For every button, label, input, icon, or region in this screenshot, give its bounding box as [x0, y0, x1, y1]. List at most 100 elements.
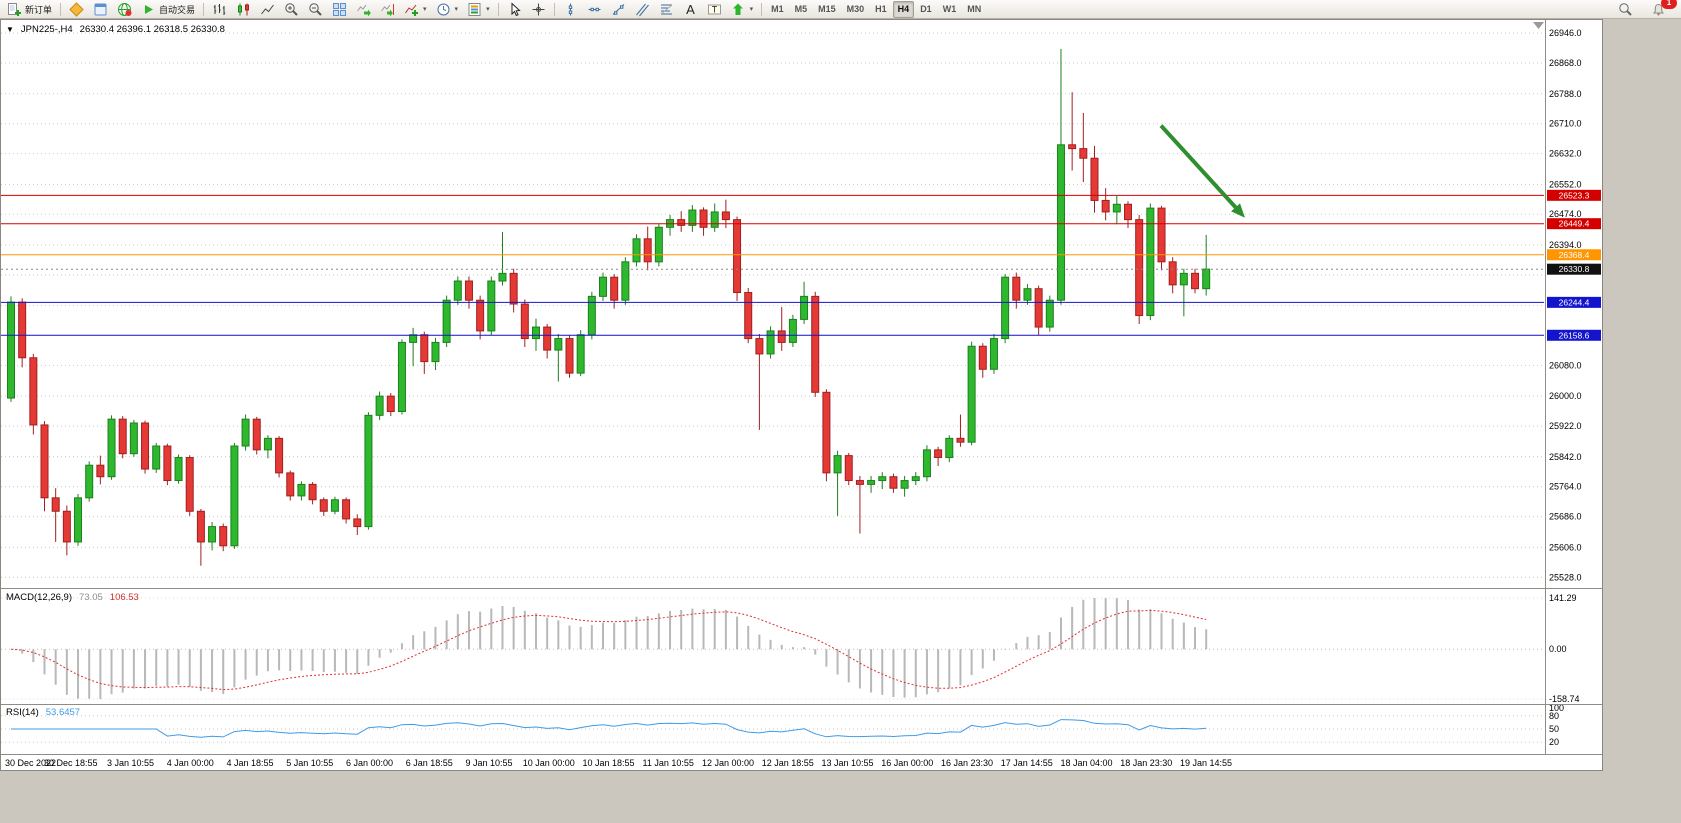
- candle-body: [453, 280, 462, 301]
- pane-separators[interactable]: [1, 20, 1602, 754]
- one-click-trading-toggle[interactable]: ▼: [6, 25, 14, 34]
- time-axis-label: 12 Jan 18:55: [762, 758, 814, 768]
- timeframe-mn[interactable]: MN: [967, 4, 982, 14]
- timeframe-h4[interactable]: H4: [892, 0, 915, 18]
- bell-icon: [1653, 3, 1664, 15]
- chart-window[interactable]: 26946.0 26868.0 26788.0 26710.0 26632.0 26552…: [0, 19, 1603, 771]
- toolbar-separator: [203, 2, 205, 16]
- candle-body: [476, 299, 485, 332]
- zoom-out-button[interactable]: [304, 0, 327, 19]
- time-axis-label: 18 Jan 04:00: [1060, 758, 1112, 768]
- candle-body: [755, 338, 764, 355]
- timeframe-w1[interactable]: W1: [942, 4, 957, 14]
- mdi-workspace: 26946.0 26868.0 26788.0 26710.0 26632.0 26552…: [0, 19, 1681, 823]
- text-button[interactable]: A: [679, 0, 702, 19]
- support-line-2-badge: [1547, 329, 1601, 341]
- news-button[interactable]: [113, 0, 136, 19]
- pivot-line-badge-label: 26368.4: [1559, 250, 1590, 260]
- bid-price-line-badge-label: 26330.8: [1559, 264, 1590, 274]
- macd-signal-line: [10, 609, 1207, 691]
- candle-body: [844, 455, 853, 482]
- price-axis[interactable]: 26946.0 26868.0 26788.0 26710.0 26632.0 26552…: [1549, 28, 1582, 747]
- price-axis-label: 26394.0: [1549, 240, 1582, 250]
- candle-body: [7, 301, 15, 399]
- candles-layer: [7, 48, 1211, 566]
- candle-body: [576, 334, 585, 374]
- vertical-line-button[interactable]: [559, 0, 582, 19]
- candle-body: [1012, 276, 1021, 301]
- candle-body: [788, 318, 797, 343]
- price-axis-label: 25842.0: [1549, 452, 1582, 462]
- trendline-button[interactable]: [607, 0, 630, 19]
- time-axis-label: 9 Jan 10:55: [465, 758, 512, 768]
- autotrading-play-icon: [145, 4, 154, 14]
- timeframe-m1[interactable]: M1: [771, 4, 784, 14]
- candle-body: [967, 345, 976, 443]
- candle-body: [710, 211, 719, 228]
- candle-body: [1179, 272, 1188, 286]
- notifications-button[interactable]: 1: [1647, 0, 1677, 19]
- cursor-button[interactable]: [503, 0, 526, 19]
- data-window-icon: [94, 3, 107, 15]
- bar-chart-button[interactable]: [208, 0, 231, 19]
- timeframe-d1[interactable]: D1: [920, 4, 932, 14]
- annotation-arrow[interactable]: [1159, 124, 1245, 218]
- zoom-in-button[interactable]: [280, 0, 303, 19]
- text-label-button[interactable]: T: [703, 0, 726, 19]
- auto-scroll-button[interactable]: [352, 0, 375, 19]
- svg-text:A: A: [686, 2, 695, 17]
- chart-canvas[interactable]: 26946.0 26868.0 26788.0 26710.0 26632.0 26552…: [1, 20, 1602, 770]
- channel-button[interactable]: [631, 0, 654, 19]
- candle-body: [397, 341, 406, 412]
- candle-body: [587, 295, 596, 336]
- timeframe-h1[interactable]: H1: [875, 4, 887, 14]
- templates-button[interactable]: ▾: [463, 0, 494, 19]
- chart-shift-marker[interactable]: [1533, 22, 1544, 29]
- candle-body: [386, 395, 395, 412]
- candle-body: [643, 238, 652, 263]
- candle-body: [699, 209, 708, 228]
- candle-body: [464, 280, 473, 301]
- candle-body: [565, 338, 574, 374]
- candle-body: [599, 276, 608, 297]
- toolbar-separator: [60, 2, 62, 16]
- fibonacci-button[interactable]: [655, 0, 678, 19]
- zoom-out-icon: [309, 2, 322, 16]
- arrows-button[interactable]: ▾: [727, 0, 758, 19]
- search-icon: [1619, 2, 1632, 16]
- chart-shift-button[interactable]: [376, 0, 399, 19]
- candle-body: [1101, 199, 1110, 213]
- new-order-button[interactable]: 新订单: [3, 0, 56, 19]
- timeframe-m30[interactable]: M30: [846, 4, 865, 14]
- hlines-layer[interactable]: 26523.3 26449.4 26368.4 26330.8 26244.4 26158…: [1, 189, 1601, 341]
- price-axis-label: 26552.0: [1549, 179, 1582, 189]
- autotrading-button[interactable]: 自动交易: [137, 0, 199, 19]
- metaquotes-button[interactable]: [65, 0, 88, 19]
- candle-body: [1112, 203, 1121, 213]
- horizontal-line-button[interactable]: [583, 0, 606, 19]
- time-axis-label: 16 Jan 00:00: [881, 758, 933, 768]
- candle-body: [96, 464, 105, 478]
- template-icon: [468, 2, 481, 16]
- trendline-icon: [612, 3, 624, 15]
- tile-windows-button[interactable]: [328, 0, 351, 19]
- candle-body: [889, 476, 898, 489]
- timeframe-m5[interactable]: M5: [794, 4, 808, 14]
- line-chart-button[interactable]: [256, 0, 279, 19]
- pivot-line-badge: [1547, 249, 1601, 261]
- globe-icon: [118, 2, 132, 16]
- indicators-button[interactable]: ▾: [400, 0, 431, 19]
- candlestick-chart-button[interactable]: [232, 0, 255, 19]
- timeframe-m15[interactable]: M15: [818, 4, 836, 14]
- periods-button[interactable]: ▾: [432, 0, 463, 19]
- search-button[interactable]: [1614, 0, 1637, 19]
- time-axis-label: 13 Jan 10:55: [821, 758, 873, 768]
- diamond-icon: [69, 1, 84, 17]
- line-chart-icon: [261, 4, 274, 14]
- rsi-scale-label: 80: [1549, 711, 1559, 721]
- data-window-button[interactable]: [89, 0, 112, 19]
- svg-text:T: T: [711, 4, 717, 14]
- candle-body: [867, 480, 876, 485]
- crosshair-button[interactable]: [527, 0, 550, 19]
